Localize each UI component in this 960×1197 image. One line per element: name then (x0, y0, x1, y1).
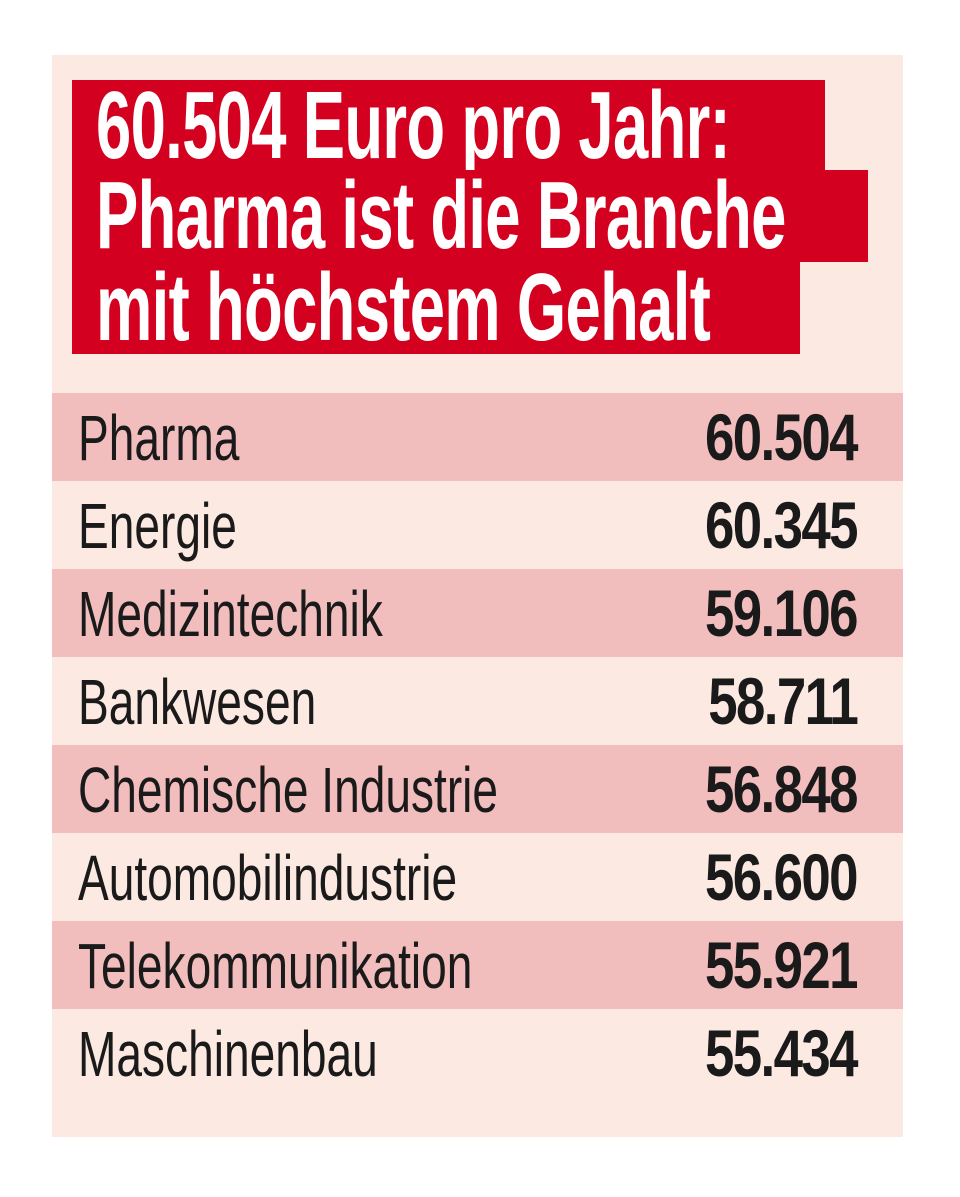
industry-label: Chemische Industrie (78, 754, 499, 826)
salary-value: 55.434 (705, 1016, 858, 1090)
industry-label: Maschinenbau (78, 1018, 378, 1090)
industry-label: Medizintechnik (78, 578, 383, 650)
salary-value: 55.921 (705, 928, 858, 1002)
industry-label: Pharma (78, 402, 240, 474)
salary-value: 59.106 (705, 576, 858, 650)
title-text-2: Pharma ist die Branche (96, 170, 786, 262)
table-row: Maschinenbau 55.434 (52, 1009, 903, 1097)
table-row: Energie 60.345 (52, 481, 903, 569)
salary-value: 56.848 (705, 752, 858, 826)
salary-value: 60.345 (705, 488, 858, 562)
title-line-3: mit höchstem Gehalt (72, 262, 800, 354)
industry-label: Bankwesen (78, 666, 317, 738)
table-row: Chemische Industrie 56.848 (52, 745, 903, 833)
table-row: Pharma 60.504 (52, 393, 903, 481)
table-row: Bankwesen 58.711 (52, 657, 903, 745)
industry-label: Automobilindustrie (78, 842, 458, 914)
title-line-2: Pharma ist die Branche (72, 170, 868, 262)
title-line-1: 60.504 Euro pro Jahr: (72, 80, 825, 172)
salary-value: 56.600 (705, 840, 858, 914)
industry-label: Energie (78, 490, 237, 562)
salary-value: 60.504 (705, 400, 858, 474)
industry-label: Telekommunikation (78, 930, 473, 1002)
title-text-3: mit höchstem Gehalt (96, 262, 711, 354)
table-row: Automobilindustrie 56.600 (52, 833, 903, 921)
salary-value: 58.711 (708, 664, 859, 738)
table-row: Telekommunikation 55.921 (52, 921, 903, 1009)
title-text-1: 60.504 Euro pro Jahr: (96, 80, 731, 172)
table-row: Medizintechnik 59.106 (52, 569, 903, 657)
